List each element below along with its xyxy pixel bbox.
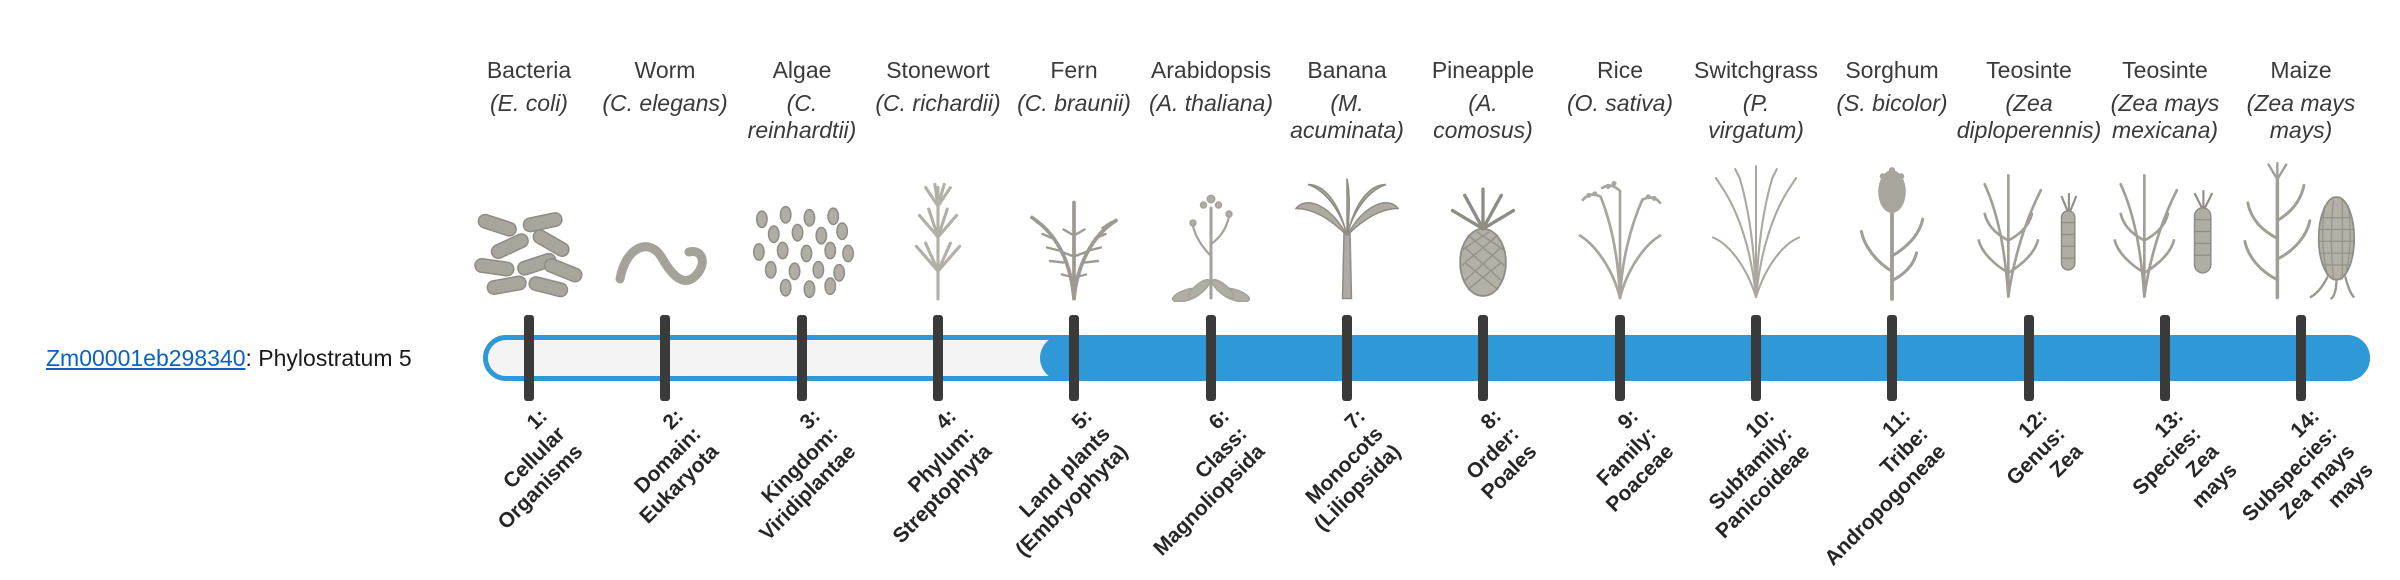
phylostratum-label: 2: Domain: Eukaryota — [630, 404, 724, 529]
organism-column: Stonewort (C. richardii) — [863, 56, 1013, 302]
organism-name: Bacteria — [486, 57, 572, 83]
organism-name: Teosinte — [1986, 57, 2072, 83]
phylostratum-tick — [1342, 315, 1352, 401]
organism-name: Sorghum — [1845, 57, 1939, 83]
organism-scientific-name: (C. braunii) — [1017, 89, 1131, 116]
phylostratum-tick — [1069, 315, 1079, 401]
organism-scientific-name: (P. virgatum) — [1708, 89, 1804, 144]
phylostratum-tick — [1478, 315, 1488, 401]
phylostratum-label: 3: Kingdom: Viridiplantae — [755, 404, 861, 546]
organism-name: Arabidopsis — [1150, 57, 1272, 83]
organism-name: Pineapple — [1431, 57, 1535, 83]
phylostratum-label: 10: Subfamily: Panicoideae — [1704, 404, 1815, 544]
stonewort-icon — [863, 152, 1013, 302]
organism-column: Teosinte (Zea mays mexicana) — [2090, 56, 2240, 302]
organism-column: Pineapple (A. comosus) — [1408, 56, 1558, 302]
phylostratum-tick — [660, 315, 670, 401]
rice-plant-icon — [1545, 152, 1695, 302]
phylostratum-label: 6: Class: Magnoliopsida — [1149, 404, 1270, 561]
phylostratum-label: 11: Tribe: Andropogoneae — [1820, 404, 1951, 571]
phylostratum-tick — [1615, 315, 1625, 401]
organism-scientific-name: (C. elegans) — [602, 89, 728, 116]
gene-label: Zm00001eb298340: Phylostratum 5 — [46, 335, 412, 381]
arabidopsis-icon — [1136, 152, 1286, 302]
phylostratum-tick — [2160, 315, 2170, 401]
phylostratum-tick — [797, 315, 807, 401]
fern-icon — [999, 152, 1149, 302]
phylostratum-label: 12: Genus: Zea — [2002, 404, 2088, 490]
phylostratum-tick — [2296, 315, 2306, 401]
gene-phylostratum-text: : Phylostratum 5 — [245, 344, 412, 371]
organism-scientific-name: (C. richardii) — [875, 89, 1001, 116]
organism-column: Rice (O. sativa) — [1545, 56, 1695, 302]
phylostratum-tick — [933, 315, 943, 401]
organism-column: Teosinte (Zea diploperennis) — [1954, 56, 2104, 302]
organism-scientific-name: (C. reinhardtii) — [747, 89, 857, 144]
organism-scientific-name: (M. acuminata) — [1290, 89, 1404, 144]
organism-name: Worm — [634, 57, 696, 83]
organism-name: Teosinte — [2122, 57, 2208, 83]
maize-icon — [2226, 152, 2376, 302]
sorghum-icon — [1817, 152, 1967, 302]
organism-column: Worm (C. elegans) — [590, 56, 740, 302]
phylostratum-label: 7: Monocots (Liliopsida) — [1301, 404, 1406, 536]
organism-scientific-name: (E. coli) — [490, 89, 568, 116]
organism-scientific-name: (O. sativa) — [1566, 89, 1674, 116]
organism-column: Banana (M. acuminata) — [1272, 56, 1422, 302]
organism-name: Switchgrass — [1694, 57, 1818, 83]
organism-column: Sorghum (S. bicolor) — [1817, 56, 1967, 302]
phylostratum-tick — [2024, 315, 2034, 401]
organism-column: Fern (C. braunii) — [999, 56, 1149, 302]
organism-name: Algae — [772, 57, 832, 83]
teosinte-icon — [1954, 152, 2104, 302]
bacteria-icon — [454, 152, 604, 302]
phylostratum-label: 8: Order: Poales — [1462, 404, 1542, 505]
phylostratum-label: 1: Cellular Organisms — [493, 404, 588, 535]
phylostratum-label: 4: Phylum: Streptophyta — [888, 404, 997, 549]
organism-column: Algae (C. reinhardtii) — [727, 56, 877, 302]
organism-column: Switchgrass (P. virgatum) — [1681, 56, 1831, 302]
organism-scientific-name: (S. bicolor) — [1836, 89, 1948, 116]
banana-plant-icon — [1272, 152, 1422, 302]
phylostratum-tick — [1751, 315, 1761, 401]
phylostratum-tick — [1887, 315, 1897, 401]
organism-scientific-name: (A. thaliana) — [1148, 89, 1273, 116]
organism-scientific-name: (A. comosus) — [1433, 89, 1533, 144]
worm-icon — [590, 152, 740, 302]
timeline-bar-fill — [1040, 335, 2370, 381]
organism-name: Fern — [1050, 57, 1098, 83]
organism-column: Maize (Zea mays mays) — [2226, 56, 2376, 302]
organism-column: Arabidopsis (A. thaliana) — [1136, 56, 1286, 302]
organism-column: Bacteria (E. coli) — [454, 56, 604, 302]
phylostratum-label: 5: Land plants (Embryophyta) — [1011, 404, 1133, 562]
pineapple-icon — [1408, 152, 1558, 302]
teosinte-icon — [2090, 152, 2240, 302]
phylostratum-tick — [1206, 315, 1216, 401]
gene-id-link[interactable]: Zm00001eb298340 — [46, 344, 246, 371]
organism-name: Stonewort — [886, 57, 990, 83]
organism-name: Rice — [1596, 57, 1643, 83]
organism-scientific-name: (Zea mays mays) — [2246, 89, 2356, 144]
organism-scientific-name: (Zea mays mexicana) — [2110, 89, 2220, 144]
organism-scientific-name: (Zea diploperennis) — [1956, 89, 2102, 144]
phylostratum-label: 9: Family: Poaceae — [1592, 404, 1679, 517]
phylostratum-tick — [524, 315, 534, 401]
algae-icon — [727, 152, 877, 302]
switchgrass-icon — [1681, 152, 1831, 302]
organism-name: Banana — [1307, 57, 1387, 83]
organism-name: Maize — [2270, 57, 2332, 83]
